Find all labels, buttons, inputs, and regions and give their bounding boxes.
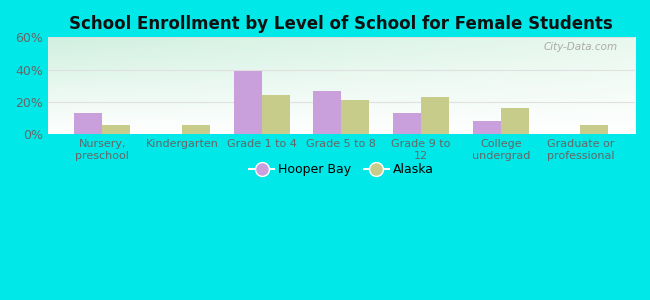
Bar [421,97,449,134]
Text: City-Data.com: City-Data.com [543,42,618,52]
Bar [234,71,262,134]
Legend: Hooper Bay, Alaska: Hooper Bay, Alaska [244,158,439,181]
Bar [341,100,369,134]
Bar [500,108,528,134]
Bar [580,124,608,134]
Bar [102,124,130,134]
Bar [182,124,210,134]
Title: School Enrollment by Level of School for Female Students: School Enrollment by Level of School for… [70,15,613,33]
Bar [393,113,421,134]
Bar [313,91,341,134]
Bar [75,113,102,134]
Bar [473,121,501,134]
Bar [262,95,289,134]
